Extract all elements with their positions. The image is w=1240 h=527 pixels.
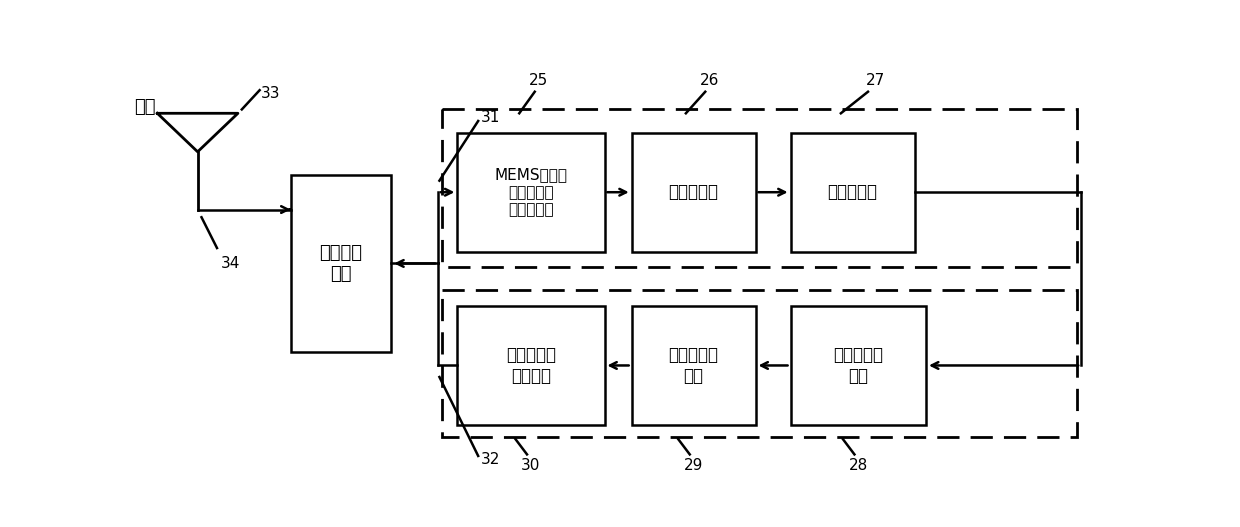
Text: 信号分析器: 信号分析器 xyxy=(827,183,878,201)
Text: 29: 29 xyxy=(684,458,703,473)
Text: MEMS微波检
测和解调单
片集成系统: MEMS微波检 测和解调单 片集成系统 xyxy=(495,167,568,217)
Text: 信号存储器: 信号存储器 xyxy=(668,183,719,201)
Bar xyxy=(791,132,915,252)
Text: 28: 28 xyxy=(848,458,868,473)
Text: 微波信号功
率放大器: 微波信号功 率放大器 xyxy=(506,346,556,385)
Bar xyxy=(791,306,926,425)
Text: 25: 25 xyxy=(529,73,548,88)
Text: 31: 31 xyxy=(481,110,500,125)
Text: 33: 33 xyxy=(262,86,280,101)
Text: 34: 34 xyxy=(221,256,241,271)
Bar xyxy=(631,132,755,252)
Bar xyxy=(631,306,755,425)
Bar xyxy=(458,306,605,425)
Bar xyxy=(458,132,605,252)
Text: 27: 27 xyxy=(866,73,885,88)
Bar xyxy=(441,110,1078,267)
Text: 微波信号重
构器: 微波信号重 构器 xyxy=(833,346,883,385)
Text: 32: 32 xyxy=(481,452,500,467)
Bar xyxy=(290,175,392,352)
Text: 26: 26 xyxy=(699,73,719,88)
Text: 30: 30 xyxy=(521,458,541,473)
Bar xyxy=(441,290,1078,437)
Text: 收发转换
电路: 收发转换 电路 xyxy=(320,244,362,283)
Text: 微波信号调
制器: 微波信号调 制器 xyxy=(668,346,719,385)
Text: 天线: 天线 xyxy=(134,98,156,116)
